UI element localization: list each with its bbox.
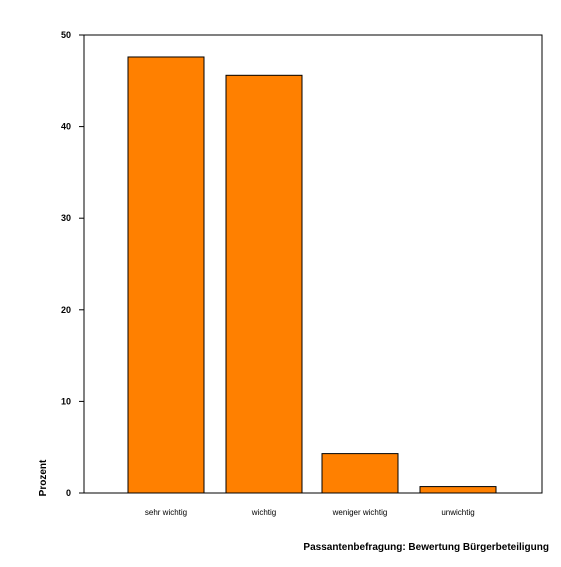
y-tick-label: 10: [61, 396, 71, 406]
y-axis-ticks: 0 10 20 30 40 50: [61, 30, 84, 498]
bars-layer: [127, 56, 497, 494]
bar-unwichtig: [419, 486, 497, 494]
y-tick-label: 50: [61, 30, 71, 40]
plot-frame: [83, 34, 543, 494]
bar-sehr-wichtig: [127, 56, 205, 494]
bar-weniger-wichtig: [321, 453, 399, 494]
x-tick-label: sehr wichtig: [145, 508, 187, 517]
y-tick-label: 30: [61, 213, 71, 223]
x-tick-label: weniger wichtig: [332, 508, 388, 517]
y-tick-label: 20: [61, 305, 71, 315]
x-tick-label: wichtig: [251, 508, 276, 517]
x-axis-labels: sehr wichtig wichtig weniger wichtig unwich…: [145, 508, 475, 517]
x-tick-label: unwichtig: [441, 508, 474, 517]
chart-caption: Passantenbefragung: Bewertung Bürgerbete…: [303, 542, 549, 553]
y-tick-label: 0: [66, 488, 71, 498]
y-axis-title: Prozent: [38, 459, 49, 496]
bar-wichtig: [225, 74, 303, 494]
y-tick-label: 40: [61, 122, 71, 132]
